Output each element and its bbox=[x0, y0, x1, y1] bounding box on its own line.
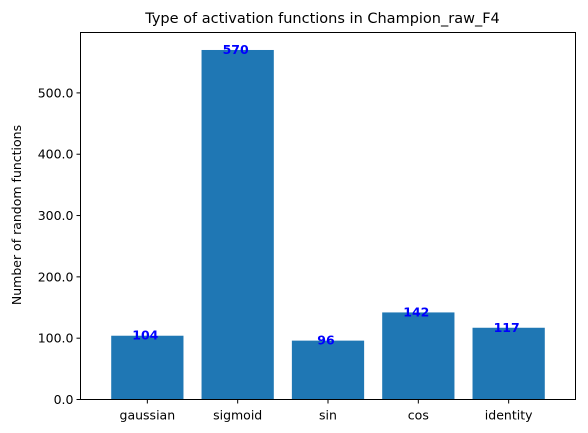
data-label-sin: 96 bbox=[317, 333, 335, 348]
x-tick-label-cos: cos bbox=[408, 408, 429, 423]
x-tick-label-gaussian: gaussian bbox=[120, 408, 176, 423]
chart-title: Type of activation functions in Champion… bbox=[144, 11, 500, 27]
y-axis-label: Number of random functions bbox=[9, 125, 24, 305]
plot-frame bbox=[80, 32, 576, 400]
y-axis-ticks: 0.0 100.0 200.0 300.0 400.0 500.0 bbox=[38, 85, 81, 407]
x-axis-ticks: gaussian sigmoid sin cos identity bbox=[120, 399, 533, 423]
data-label-cos: 142 bbox=[403, 304, 429, 319]
bars-group bbox=[111, 49, 545, 400]
y-tick-label: 500.0 bbox=[38, 85, 74, 100]
bar-identity bbox=[472, 327, 545, 400]
bar-sin bbox=[291, 340, 365, 400]
bar-gaussian bbox=[111, 335, 184, 400]
data-label-gaussian: 104 bbox=[132, 328, 158, 343]
x-tick-label-identity: identity bbox=[485, 408, 533, 423]
y-tick-label: 200.0 bbox=[38, 269, 74, 284]
y-tick-label: 0.0 bbox=[54, 392, 74, 407]
bar-cos bbox=[382, 312, 455, 400]
y-tick-label: 300.0 bbox=[38, 208, 74, 223]
data-labels-group: 104 570 96 142 117 bbox=[132, 42, 519, 348]
y-tick-label: 100.0 bbox=[38, 331, 74, 346]
x-tick-label-sin: sin bbox=[319, 408, 337, 423]
data-label-identity: 117 bbox=[494, 320, 520, 335]
x-tick-label-sigmoid: sigmoid bbox=[213, 408, 262, 423]
y-tick-label: 400.0 bbox=[38, 147, 74, 162]
bar-sigmoid bbox=[201, 49, 274, 400]
data-label-sigmoid: 570 bbox=[223, 42, 249, 57]
